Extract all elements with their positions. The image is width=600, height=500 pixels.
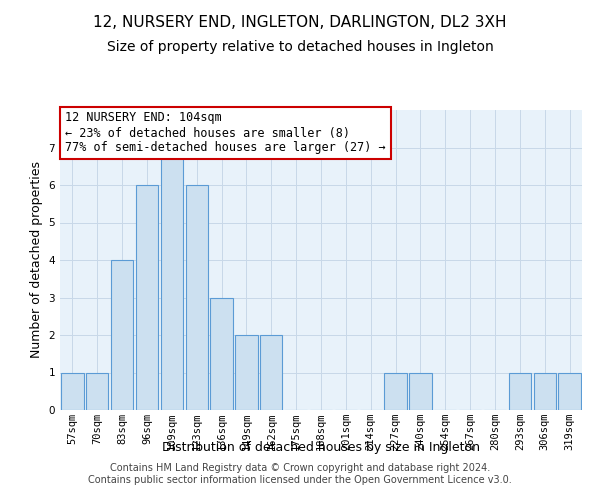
Bar <box>385 372 407 410</box>
Bar <box>86 372 109 410</box>
Bar <box>185 185 208 410</box>
Bar <box>533 372 556 410</box>
Bar <box>111 260 133 410</box>
Bar <box>559 372 581 410</box>
Text: Contains HM Land Registry data © Crown copyright and database right 2024.
Contai: Contains HM Land Registry data © Crown c… <box>88 464 512 485</box>
Text: 12 NURSERY END: 104sqm
← 23% of detached houses are smaller (8)
77% of semi-deta: 12 NURSERY END: 104sqm ← 23% of detached… <box>65 112 386 154</box>
Bar <box>409 372 431 410</box>
Bar <box>161 148 183 410</box>
Bar <box>61 372 83 410</box>
Bar <box>235 335 257 410</box>
Y-axis label: Number of detached properties: Number of detached properties <box>30 162 43 358</box>
Text: Distribution of detached houses by size in Ingleton: Distribution of detached houses by size … <box>162 441 480 454</box>
Bar <box>260 335 283 410</box>
Bar <box>509 372 531 410</box>
Text: 12, NURSERY END, INGLETON, DARLINGTON, DL2 3XH: 12, NURSERY END, INGLETON, DARLINGTON, D… <box>93 15 507 30</box>
Bar <box>136 185 158 410</box>
Text: Size of property relative to detached houses in Ingleton: Size of property relative to detached ho… <box>107 40 493 54</box>
Bar <box>211 298 233 410</box>
